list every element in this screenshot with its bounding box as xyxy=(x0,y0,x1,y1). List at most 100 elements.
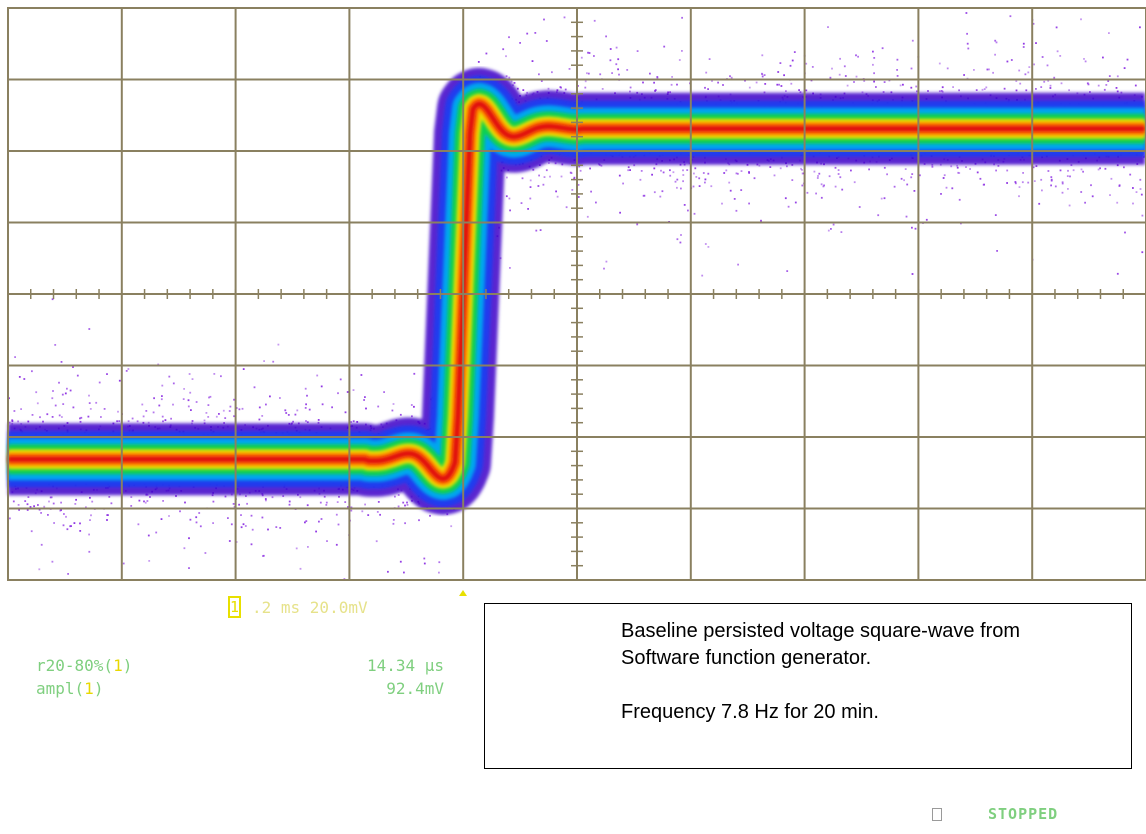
noise-point xyxy=(816,177,819,179)
noise-point xyxy=(60,509,62,511)
noise-point xyxy=(51,560,54,563)
noise-point xyxy=(60,501,62,504)
noise-point xyxy=(315,530,317,533)
noise-point xyxy=(831,67,833,70)
noise-point xyxy=(1126,58,1129,61)
noise-point xyxy=(1129,173,1132,176)
noise-point xyxy=(80,416,83,419)
noise-point xyxy=(1041,189,1043,192)
noise-point xyxy=(1069,175,1071,178)
noise-point xyxy=(963,74,965,76)
noise-point xyxy=(1035,42,1037,44)
noise-point xyxy=(551,71,553,74)
noise-point xyxy=(344,501,347,503)
noise-point xyxy=(392,522,395,525)
noise-point xyxy=(413,405,415,408)
noise-point xyxy=(379,513,381,516)
noise-point xyxy=(542,183,545,186)
noise-point xyxy=(253,386,256,389)
noise-point xyxy=(47,514,49,516)
noise-point xyxy=(397,494,400,496)
noise-point xyxy=(208,396,210,399)
noise-point xyxy=(12,500,15,503)
noise-point xyxy=(52,502,55,505)
noise-point xyxy=(1120,91,1123,94)
noise-point xyxy=(66,528,69,531)
noise-point xyxy=(1086,82,1089,85)
noise-point xyxy=(218,413,220,415)
noise-point xyxy=(88,328,91,330)
noise-point xyxy=(188,537,190,540)
noise-point xyxy=(680,187,682,190)
noise-point xyxy=(828,175,831,178)
noise-point xyxy=(701,274,704,277)
noise-point xyxy=(737,172,739,175)
noise-point xyxy=(61,416,63,418)
noise-point xyxy=(98,381,101,384)
noise-point xyxy=(938,90,941,93)
noise-point xyxy=(822,185,825,188)
noise-point xyxy=(130,496,133,498)
noise-point xyxy=(1141,251,1144,254)
noise-point xyxy=(18,508,20,511)
noise-point xyxy=(872,63,874,66)
noise-point xyxy=(956,164,958,167)
note-line-2: Software function generator. xyxy=(621,647,872,669)
noise-point xyxy=(188,567,190,569)
noise-point xyxy=(27,420,30,423)
noise-point xyxy=(209,395,212,398)
noise-point xyxy=(145,410,148,412)
noise-point xyxy=(811,66,814,68)
noise-point xyxy=(204,552,207,554)
noise-point xyxy=(106,373,108,375)
noise-point xyxy=(858,206,861,208)
noise-point xyxy=(853,181,856,184)
noise-point xyxy=(520,202,523,204)
noise-point xyxy=(43,505,46,508)
noise-point xyxy=(292,420,294,423)
noise-point xyxy=(106,519,108,521)
noise-point xyxy=(577,196,580,198)
noise-point xyxy=(74,503,77,505)
noise-point xyxy=(915,85,918,88)
noise-point xyxy=(721,202,723,205)
noise-point xyxy=(705,71,708,74)
noise-point xyxy=(661,190,664,193)
noise-point xyxy=(753,177,756,180)
noise-point xyxy=(877,214,880,217)
noise-point xyxy=(1040,178,1043,181)
noise-point xyxy=(653,167,656,170)
noise-point xyxy=(763,91,766,94)
noise-point xyxy=(543,18,545,21)
noise-point xyxy=(321,403,324,406)
run-indicator-icon xyxy=(932,808,942,821)
noise-point xyxy=(600,164,603,167)
graticule-grid xyxy=(7,7,1146,581)
noise-point xyxy=(222,409,225,412)
noise-point xyxy=(205,412,208,414)
noise-point xyxy=(58,381,60,384)
noise-point xyxy=(1033,180,1036,182)
noise-point xyxy=(404,522,406,525)
noise-point xyxy=(42,420,44,423)
noise-point xyxy=(931,165,934,168)
noise-point xyxy=(539,229,542,231)
noise-point xyxy=(735,172,738,175)
noise-point xyxy=(805,62,808,65)
noise-point xyxy=(299,567,302,570)
noise-point xyxy=(707,246,710,248)
noise-point xyxy=(61,393,64,396)
noise-point xyxy=(682,180,684,183)
noise-point xyxy=(11,419,14,422)
noise-point xyxy=(748,172,750,174)
noise-point xyxy=(27,496,30,498)
noise-point xyxy=(872,50,874,53)
noise-point xyxy=(60,361,63,363)
noise-point xyxy=(579,169,582,172)
noise-point xyxy=(793,51,796,53)
noise-point xyxy=(258,406,261,409)
noise-point xyxy=(618,73,620,76)
noise-point xyxy=(687,209,689,212)
noise-point xyxy=(761,54,764,57)
noise-point xyxy=(1049,84,1052,87)
